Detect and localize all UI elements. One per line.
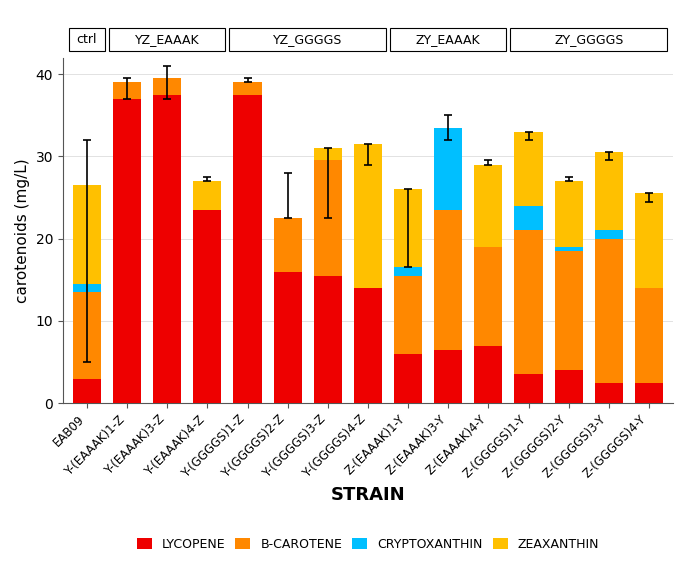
Bar <box>354 288 382 403</box>
Bar <box>594 382 623 403</box>
Bar <box>515 374 543 403</box>
Bar <box>193 181 222 210</box>
Bar <box>113 82 141 98</box>
Bar <box>233 82 261 94</box>
Bar <box>474 247 502 346</box>
Bar <box>594 230 623 238</box>
FancyBboxPatch shape <box>510 28 667 51</box>
Bar <box>314 148 342 161</box>
Bar <box>555 247 583 251</box>
Bar <box>555 370 583 403</box>
Bar <box>594 238 623 382</box>
Text: ctrl: ctrl <box>77 33 97 46</box>
Bar <box>73 185 101 284</box>
FancyBboxPatch shape <box>230 28 386 51</box>
Bar <box>394 276 422 354</box>
Bar <box>354 144 382 288</box>
Bar <box>394 267 422 276</box>
X-axis label: STRAIN: STRAIN <box>331 487 405 505</box>
Bar <box>434 210 462 350</box>
Text: YZ_GGGGS: YZ_GGGGS <box>273 33 343 46</box>
Bar <box>635 194 663 288</box>
FancyBboxPatch shape <box>390 28 506 51</box>
Bar <box>515 206 543 230</box>
Bar <box>193 210 222 403</box>
Bar <box>394 190 422 267</box>
Bar <box>635 288 663 382</box>
Bar <box>474 165 502 247</box>
Bar <box>394 354 422 403</box>
Bar <box>555 251 583 370</box>
Bar <box>274 218 302 271</box>
Bar <box>555 181 583 247</box>
Bar <box>73 378 101 403</box>
Bar <box>274 271 302 403</box>
Bar <box>515 132 543 206</box>
Bar <box>594 152 623 230</box>
Bar <box>515 230 543 374</box>
FancyBboxPatch shape <box>69 28 105 51</box>
Text: ZY_GGGGS: ZY_GGGGS <box>554 33 623 46</box>
Text: YZ_EAAAK: YZ_EAAAK <box>135 33 200 46</box>
Y-axis label: carotenoids (mg/L): carotenoids (mg/L) <box>15 158 30 303</box>
Text: ZY_EAAAK: ZY_EAAAK <box>416 33 480 46</box>
Bar <box>153 94 182 403</box>
Bar <box>434 127 462 210</box>
Bar <box>113 98 141 403</box>
Bar <box>153 78 182 94</box>
Bar <box>314 276 342 403</box>
Bar <box>635 382 663 403</box>
Bar <box>73 292 101 378</box>
Bar <box>474 346 502 403</box>
Bar <box>314 161 342 276</box>
FancyBboxPatch shape <box>109 28 226 51</box>
Bar <box>233 94 261 403</box>
Legend: LYCOPENE, B-CAROTENE, CRYPTOXANTHIN, ZEAXANTHIN: LYCOPENE, B-CAROTENE, CRYPTOXANTHIN, ZEA… <box>132 533 604 556</box>
Bar <box>73 284 101 292</box>
Bar <box>434 350 462 403</box>
